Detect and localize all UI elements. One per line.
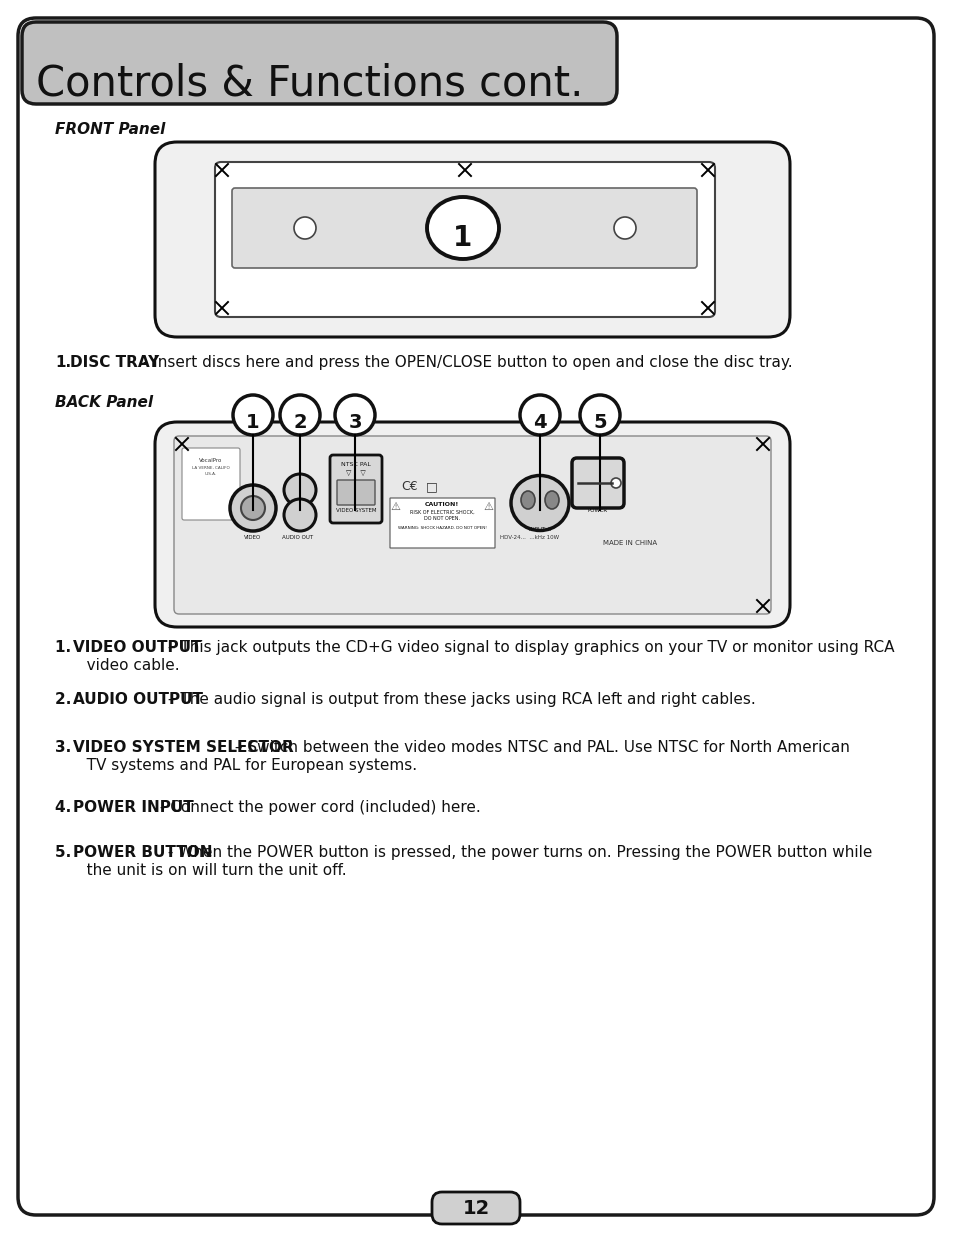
FancyBboxPatch shape — [336, 480, 375, 505]
FancyBboxPatch shape — [154, 142, 789, 337]
FancyBboxPatch shape — [390, 498, 495, 548]
Text: 4: 4 — [533, 414, 546, 432]
Circle shape — [519, 395, 559, 435]
Text: VIDEO SYSTEM: VIDEO SYSTEM — [335, 508, 375, 513]
Text: ▽    ▽: ▽ ▽ — [346, 471, 366, 475]
Text: 3.: 3. — [55, 740, 76, 755]
Text: 1: 1 — [453, 224, 472, 252]
Circle shape — [230, 485, 275, 531]
Circle shape — [233, 395, 273, 435]
Text: 2: 2 — [293, 414, 307, 432]
Text: – Switch between the video modes NTSC and PAL. Use NTSC for North American: – Switch between the video modes NTSC an… — [231, 740, 849, 755]
FancyBboxPatch shape — [232, 188, 697, 268]
FancyBboxPatch shape — [22, 22, 617, 104]
Text: C€: C€ — [401, 480, 417, 493]
Text: VIDEO SYSTEM SELECTOR: VIDEO SYSTEM SELECTOR — [73, 740, 294, 755]
Text: CAUTION!: CAUTION! — [424, 501, 458, 508]
Text: 3: 3 — [348, 414, 361, 432]
Text: U.S.A.: U.S.A. — [205, 472, 217, 475]
Text: video cable.: video cable. — [71, 658, 179, 673]
Text: POWER INPUT: POWER INPUT — [73, 800, 193, 815]
FancyBboxPatch shape — [173, 436, 770, 614]
Text: ⚠: ⚠ — [482, 501, 493, 513]
FancyBboxPatch shape — [214, 162, 714, 317]
Text: LA VERNE, CALIFO: LA VERNE, CALIFO — [192, 466, 230, 471]
Text: DISC TRAY: DISC TRAY — [70, 354, 159, 370]
Text: AUDIO OUTPUT: AUDIO OUTPUT — [73, 692, 203, 706]
Text: – This jack outputs the CD+G video signal to display graphics on your TV or moni: – This jack outputs the CD+G video signa… — [163, 640, 894, 655]
Text: BACK Panel: BACK Panel — [55, 395, 153, 410]
Circle shape — [614, 217, 636, 240]
Text: AUDIO OUT: AUDIO OUT — [282, 535, 314, 540]
Text: 1: 1 — [246, 414, 259, 432]
Circle shape — [241, 496, 265, 520]
FancyBboxPatch shape — [572, 458, 623, 508]
Ellipse shape — [511, 475, 568, 531]
Circle shape — [579, 395, 619, 435]
Circle shape — [294, 217, 315, 240]
Text: ⚠: ⚠ — [390, 501, 399, 513]
Text: POWER: POWER — [587, 508, 607, 513]
Text: MADE IN CHINA: MADE IN CHINA — [602, 540, 657, 546]
Text: 5: 5 — [593, 414, 606, 432]
Text: FRONT Panel: FRONT Panel — [55, 122, 165, 137]
Text: NTSC PAL: NTSC PAL — [341, 462, 371, 467]
Ellipse shape — [427, 198, 498, 259]
FancyBboxPatch shape — [432, 1192, 519, 1224]
Text: DO NOT OPEN.: DO NOT OPEN. — [423, 516, 459, 521]
FancyBboxPatch shape — [330, 454, 381, 522]
FancyBboxPatch shape — [154, 422, 789, 627]
Text: HDV-24...  ...kHz 10W: HDV-24... ...kHz 10W — [499, 535, 558, 540]
Text: INPUT A: INPUT A — [529, 527, 550, 532]
Text: TV systems and PAL for European systems.: TV systems and PAL for European systems. — [71, 758, 416, 773]
Text: the unit is on will turn the unit off.: the unit is on will turn the unit off. — [71, 863, 346, 878]
Text: 12: 12 — [462, 1198, 489, 1218]
Text: 4.: 4. — [55, 800, 76, 815]
Text: RISK OF ELECTRIC SHOCK,: RISK OF ELECTRIC SHOCK, — [409, 510, 474, 515]
Circle shape — [610, 478, 620, 488]
Circle shape — [284, 474, 315, 506]
Ellipse shape — [544, 492, 558, 509]
Circle shape — [284, 499, 315, 531]
Text: 2.: 2. — [55, 692, 76, 706]
Text: - When the POWER button is pressed, the power turns on. Pressing the POWER butto: - When the POWER button is pressed, the … — [163, 845, 871, 860]
Text: - Insert discs here and press the OPEN/CLOSE button to open and close the disc t: - Insert discs here and press the OPEN/C… — [138, 354, 792, 370]
Text: POWER BUTTON: POWER BUTTON — [73, 845, 213, 860]
Circle shape — [335, 395, 375, 435]
Text: □: □ — [426, 480, 437, 493]
Text: 1.: 1. — [55, 640, 76, 655]
Text: 5.: 5. — [55, 845, 76, 860]
Text: WARNING: SHOCK HAZARD. DO NOT OPEN!: WARNING: SHOCK HAZARD. DO NOT OPEN! — [397, 526, 486, 530]
Text: VocalPro: VocalPro — [199, 458, 222, 463]
Text: VIDEO OUTPUT: VIDEO OUTPUT — [73, 640, 201, 655]
Text: – The audio signal is output from these jacks using RCA left and right cables.: – The audio signal is output from these … — [163, 692, 755, 706]
Text: - Connect the power cord (included) here.: - Connect the power cord (included) here… — [155, 800, 480, 815]
FancyBboxPatch shape — [182, 448, 240, 520]
Ellipse shape — [520, 492, 535, 509]
Text: Controls & Functions cont.: Controls & Functions cont. — [36, 63, 583, 105]
Circle shape — [280, 395, 319, 435]
Text: 1.: 1. — [55, 354, 71, 370]
Text: VIDEO: VIDEO — [244, 535, 261, 540]
FancyBboxPatch shape — [18, 19, 933, 1215]
